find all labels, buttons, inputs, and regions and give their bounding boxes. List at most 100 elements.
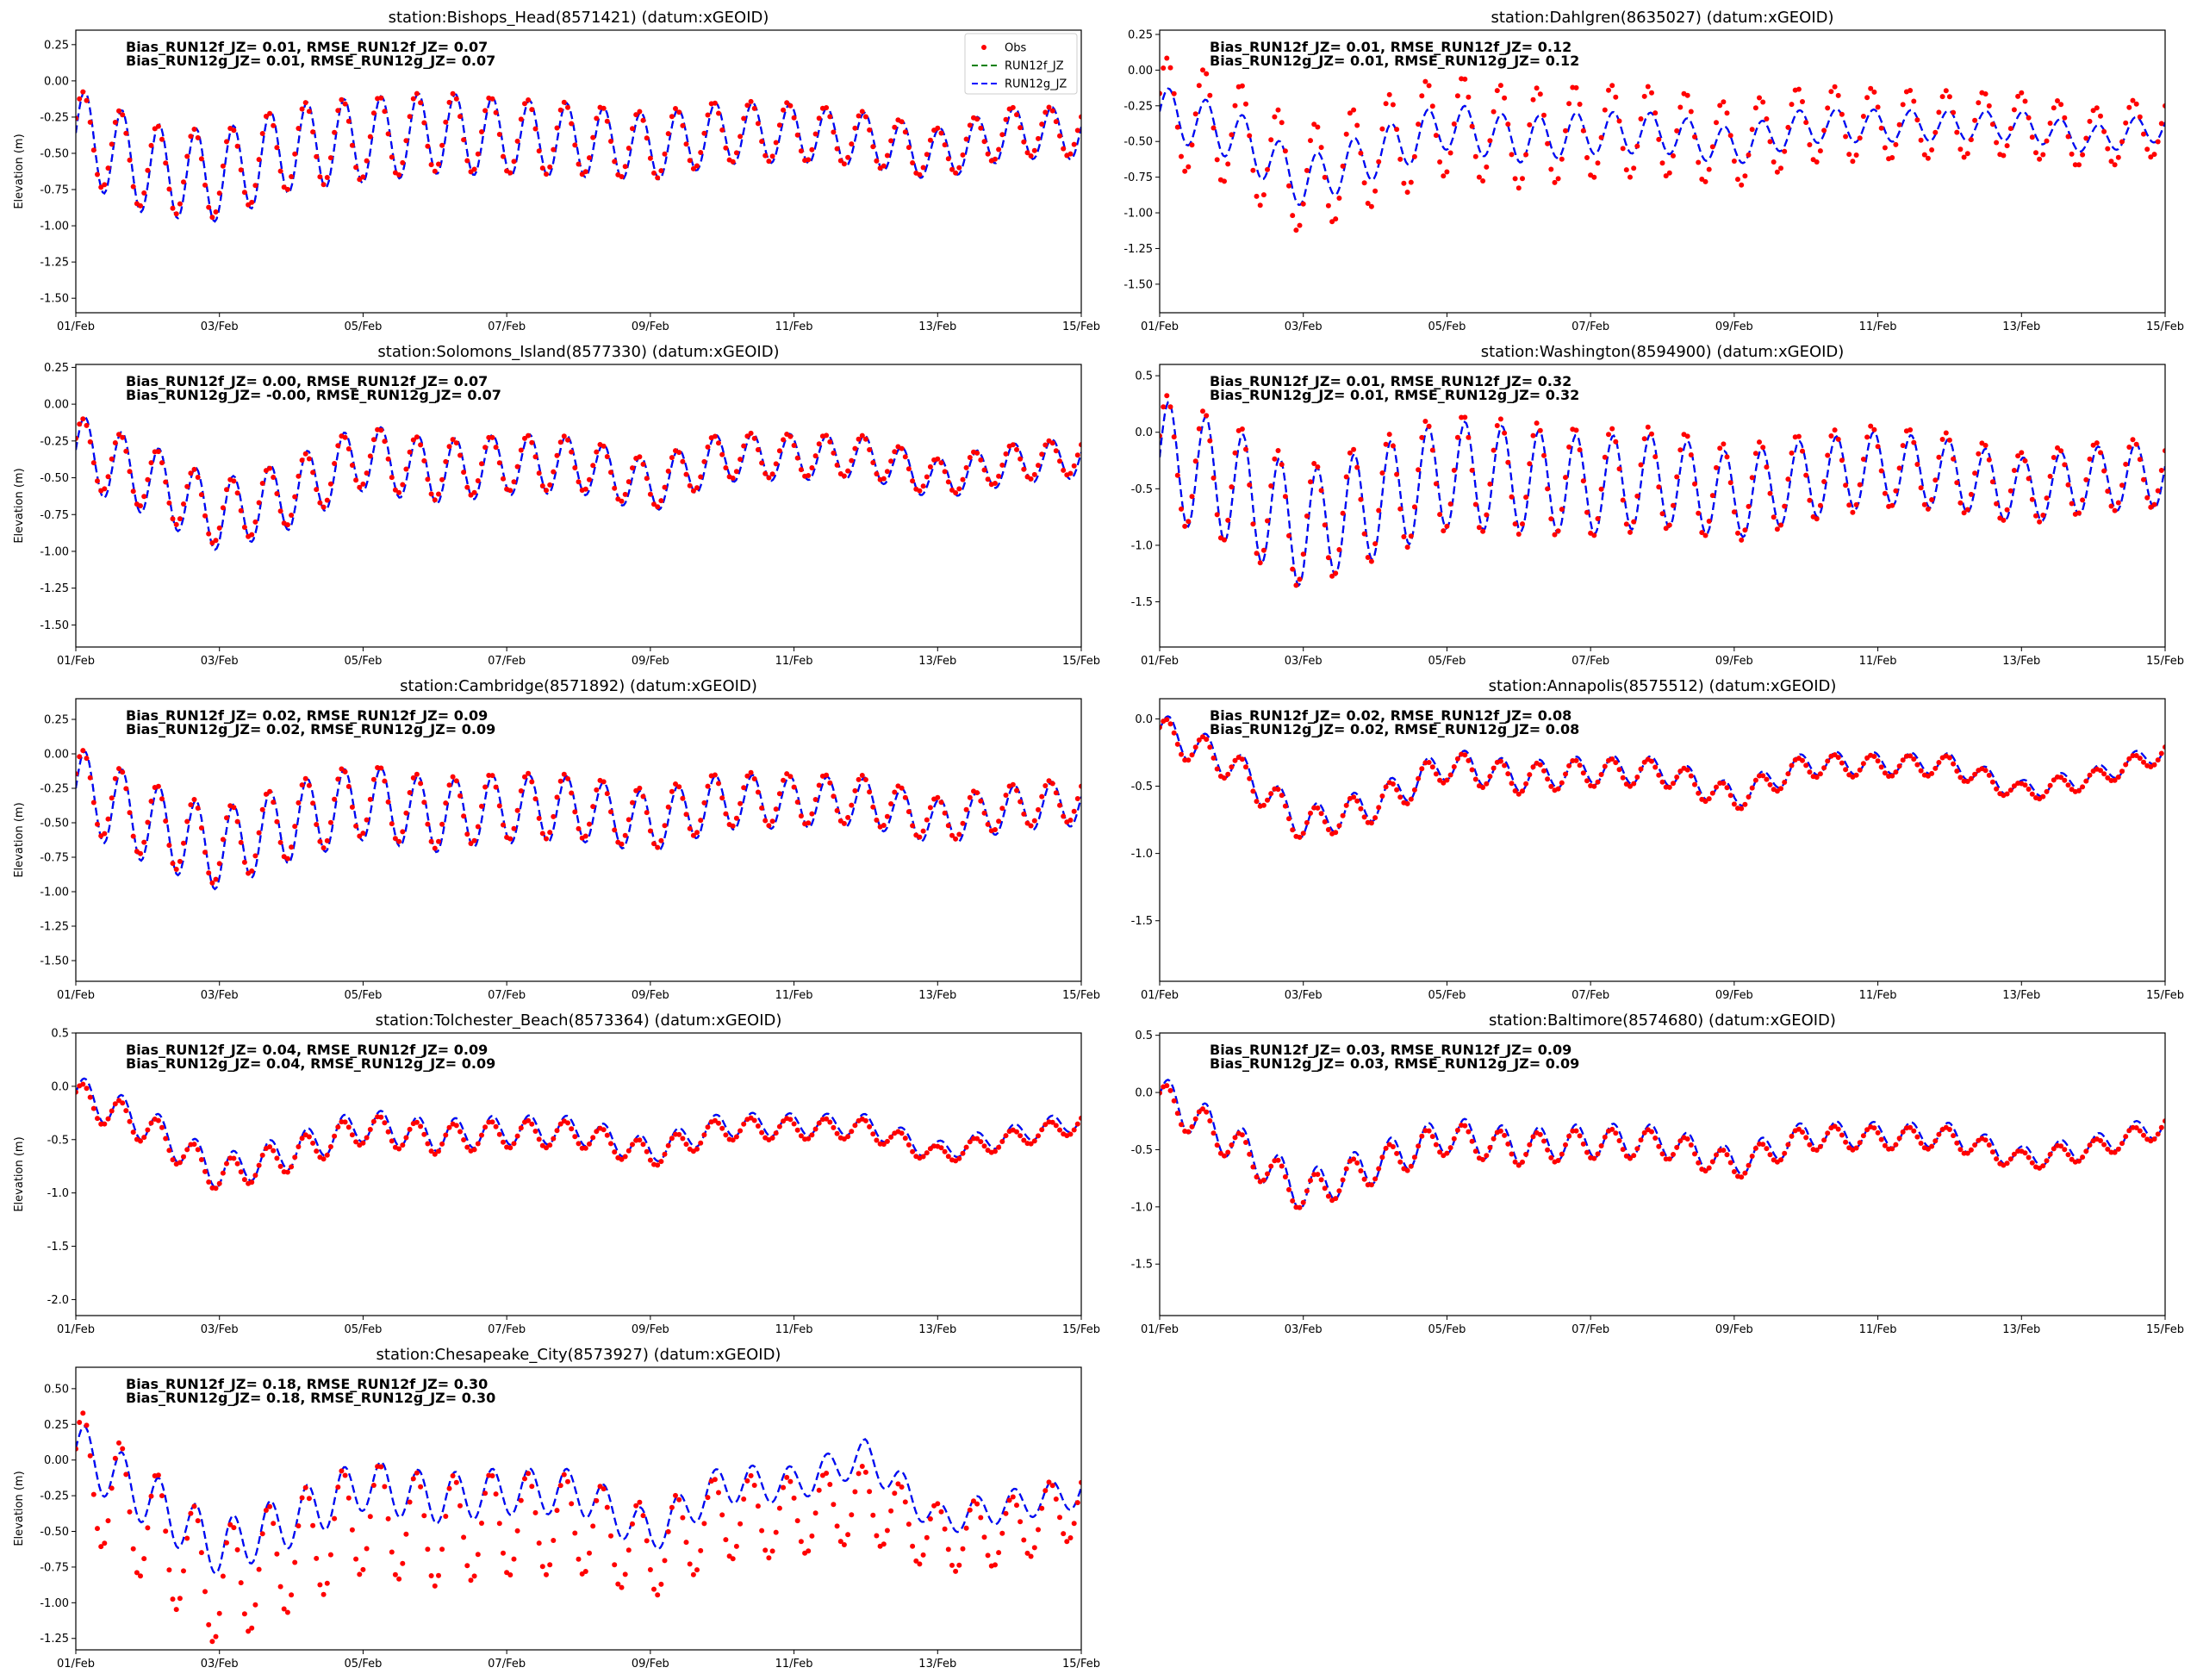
obs-point — [637, 454, 643, 460]
obs-point — [1850, 509, 1856, 515]
obs-point — [1871, 754, 1877, 759]
obs-point — [1265, 1171, 1270, 1177]
obs-point — [938, 460, 944, 466]
station-panel-6: station:Annapolis(8575512) (datum:xGEOID… — [1131, 677, 2184, 1002]
obs-point — [1552, 532, 1558, 538]
obs-point — [658, 168, 664, 174]
obs-point — [895, 1481, 901, 1487]
obs-point — [2037, 519, 2043, 525]
obs-point — [644, 1148, 650, 1154]
obs-point — [2047, 473, 2053, 479]
obs-point — [1368, 1182, 1374, 1188]
x-tick-label: 15/Feb — [1062, 655, 1100, 668]
obs-point — [1297, 834, 1303, 840]
obs-point — [1031, 471, 1037, 477]
obs-point — [999, 1139, 1005, 1144]
obs-point — [206, 1179, 212, 1185]
x-tick-label: 01/Feb — [57, 1323, 95, 1336]
obs-point — [1207, 92, 1213, 98]
obs-point — [1721, 1148, 1727, 1154]
obs-point — [1404, 190, 1410, 196]
obs-point — [518, 788, 524, 793]
x-tick-label: 03/Feb — [1285, 655, 1323, 668]
y-tick-label: -1.25 — [1123, 243, 1153, 256]
obs-point — [673, 106, 678, 111]
obs-point — [2112, 162, 2118, 168]
obs-point — [1900, 102, 1906, 108]
obs-point — [90, 1491, 96, 1497]
obs-point — [1825, 1130, 1831, 1136]
x-tick-label: 11/Feb — [775, 1323, 813, 1336]
obs-point — [1222, 775, 1227, 781]
obs-point — [859, 109, 865, 115]
obs-point — [874, 1533, 880, 1539]
plot-area — [1160, 1079, 2165, 1210]
obs-point — [271, 475, 277, 480]
obs-point — [202, 849, 208, 856]
obs-point — [1839, 111, 1845, 117]
obs-point — [1864, 95, 1870, 101]
obs-point — [1717, 781, 1723, 786]
obs-point — [332, 129, 338, 135]
obs-point — [184, 1535, 190, 1541]
y-tick-label: 0.50 — [44, 1383, 69, 1396]
obs-point — [1192, 458, 1198, 464]
obs-point — [1760, 445, 1766, 451]
obs-point — [1853, 152, 1859, 158]
obs-point — [1243, 101, 1248, 107]
obs-point — [1018, 125, 1024, 131]
obs-point — [1229, 132, 1235, 138]
obs-point — [443, 1132, 449, 1138]
obs-point — [582, 486, 588, 492]
obs-point — [1749, 475, 1755, 481]
y-tick-label: -1.00 — [40, 545, 69, 558]
obs-point — [1982, 1137, 1989, 1143]
y-tick-label: -0.50 — [40, 1526, 69, 1539]
obs-point — [353, 477, 359, 483]
obs-point — [493, 445, 499, 451]
obs-point — [418, 781, 424, 787]
obs-point — [1778, 522, 1783, 528]
obs-point — [892, 124, 898, 130]
legend-marker-obs — [981, 45, 986, 50]
obs-point — [123, 1472, 129, 1478]
obs-point — [105, 165, 111, 171]
obs-point — [310, 129, 316, 135]
obs-point — [798, 148, 804, 154]
obs-point — [1908, 1124, 1914, 1130]
obs-point — [1853, 501, 1859, 507]
obs-point — [1591, 174, 1597, 180]
axes-frame — [1159, 364, 2166, 648]
obs-point — [1817, 502, 1823, 508]
obs-point — [461, 813, 467, 819]
obs-point — [1631, 781, 1637, 787]
obs-point — [1674, 474, 1680, 480]
obs-point — [77, 96, 83, 102]
obs-point — [608, 470, 613, 476]
obs-point — [1527, 461, 1533, 467]
obs-point — [874, 1137, 880, 1143]
obs-point — [712, 1117, 718, 1123]
obs-point — [1541, 112, 1547, 118]
obs-point — [655, 1592, 661, 1598]
stats-annotation: Bias_RUN12g_JZ= 0.01, RMSE_RUN12g_JZ= 0.… — [1210, 53, 1579, 69]
obs-point — [665, 131, 671, 137]
obs-point — [198, 1157, 204, 1162]
obs-point — [1964, 507, 1970, 513]
obs-point — [349, 1132, 355, 1138]
obs-point — [332, 1133, 338, 1139]
obs-point — [1555, 1158, 1561, 1163]
obs-point — [1179, 1122, 1184, 1128]
obs-point — [870, 1512, 876, 1518]
obs-point — [1192, 111, 1198, 117]
obs-point — [738, 1521, 744, 1527]
obs-point — [1214, 1142, 1220, 1148]
obs-point — [920, 165, 926, 171]
obs-point — [1014, 1503, 1019, 1509]
obs-point — [640, 1513, 646, 1519]
obs-point — [1659, 511, 1665, 517]
obs-point — [701, 1521, 707, 1527]
obs-point — [1659, 1151, 1665, 1157]
obs-point — [241, 190, 247, 196]
obs-point — [773, 461, 779, 467]
